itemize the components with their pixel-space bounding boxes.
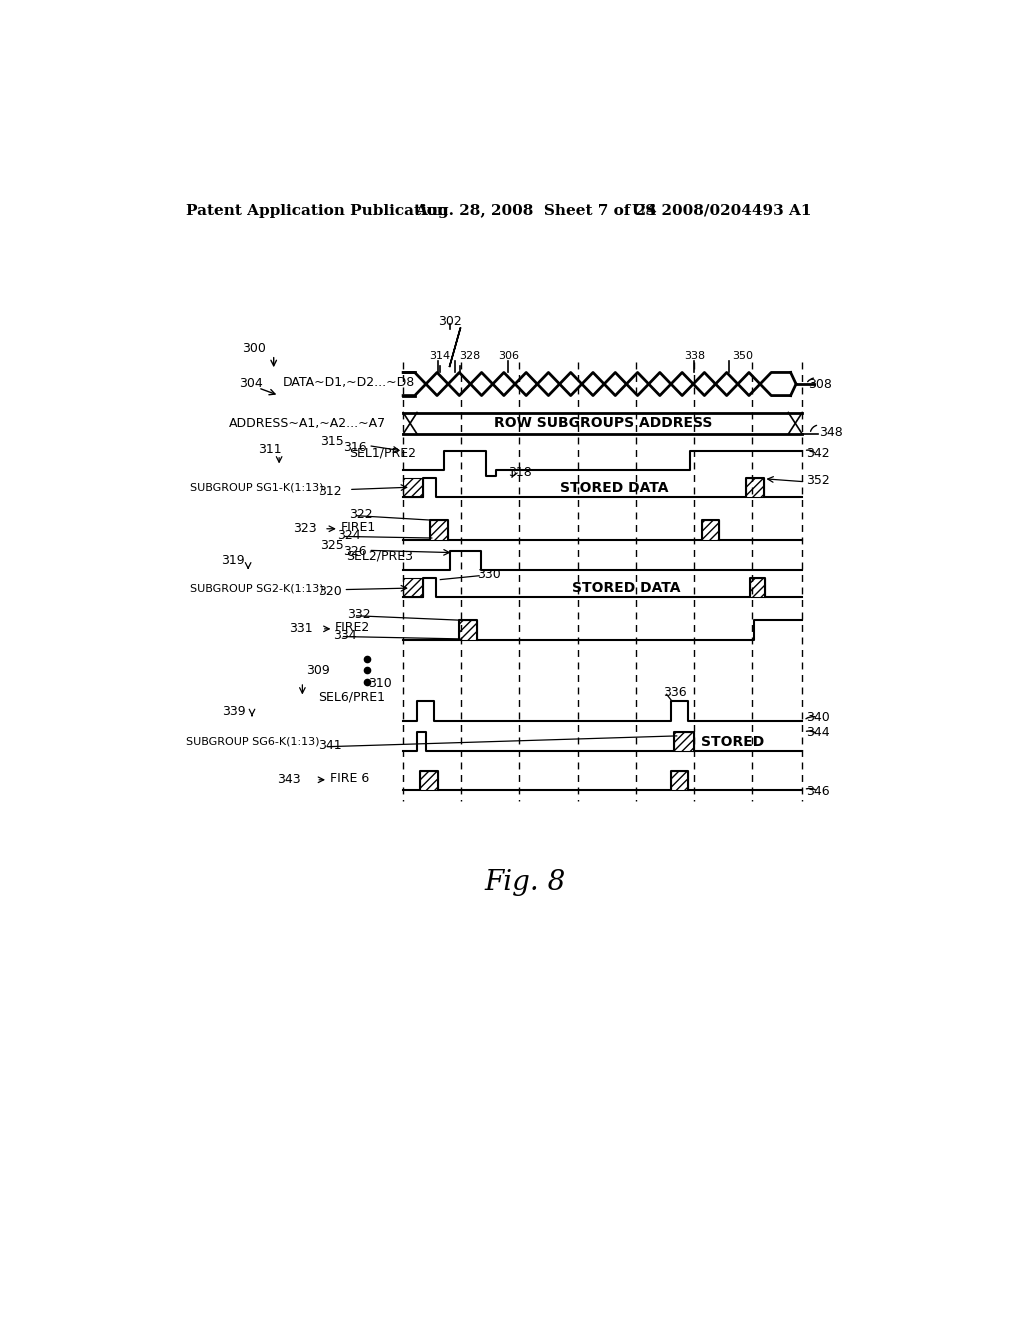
FancyArrowPatch shape: [811, 425, 816, 432]
Text: 341: 341: [317, 739, 341, 751]
FancyArrowPatch shape: [808, 378, 813, 381]
Text: SUBGROUP SG2-K(1:13): SUBGROUP SG2-K(1:13): [190, 583, 324, 593]
Text: STORED DATA: STORED DATA: [560, 480, 669, 495]
Text: FIRE2: FIRE2: [335, 620, 370, 634]
Text: 336: 336: [663, 685, 686, 698]
Text: 334: 334: [334, 630, 357, 643]
Text: SEL6/PRE1: SEL6/PRE1: [317, 690, 385, 704]
Text: 319: 319: [221, 554, 245, 566]
Text: 312: 312: [317, 484, 341, 498]
Text: US 2008/0204493 A1: US 2008/0204493 A1: [632, 203, 811, 218]
Bar: [420, 771, 438, 789]
Text: Fig. 8: Fig. 8: [484, 869, 565, 896]
Text: STORED: STORED: [701, 735, 765, 748]
Bar: [701, 520, 719, 540]
Text: SUBGROUP SG1-K(1:13): SUBGROUP SG1-K(1:13): [190, 482, 324, 492]
Text: STORED DATA: STORED DATA: [571, 581, 680, 595]
Text: 339: 339: [222, 705, 246, 718]
Bar: [403, 478, 423, 498]
Text: 315: 315: [321, 436, 344, 449]
Text: 316: 316: [343, 441, 367, 454]
Text: 331: 331: [289, 622, 312, 635]
Text: 343: 343: [278, 772, 301, 785]
Text: DATA~D1,~D2...~D8: DATA~D1,~D2...~D8: [283, 376, 416, 389]
Bar: [745, 478, 764, 498]
Text: 320: 320: [317, 585, 342, 598]
Text: 323: 323: [293, 521, 316, 535]
Text: FIRE 6: FIRE 6: [330, 772, 369, 785]
Bar: [671, 771, 687, 789]
Text: 328: 328: [459, 351, 480, 360]
Text: 309: 309: [306, 664, 330, 677]
Text: Aug. 28, 2008  Sheet 7 of 24: Aug. 28, 2008 Sheet 7 of 24: [415, 203, 656, 218]
Text: 330: 330: [477, 568, 501, 581]
Text: 324: 324: [337, 529, 360, 543]
Text: 340: 340: [806, 711, 829, 723]
Text: SEL2/PRE3: SEL2/PRE3: [346, 550, 414, 564]
Bar: [750, 578, 765, 598]
Text: 342: 342: [806, 446, 829, 459]
FancyArrowPatch shape: [807, 731, 815, 733]
Text: 326: 326: [343, 545, 367, 558]
Text: SUBGROUP SG6-K(1:13): SUBGROUP SG6-K(1:13): [186, 737, 319, 746]
Text: SEL1/PRE2: SEL1/PRE2: [349, 446, 416, 459]
Text: 344: 344: [806, 726, 829, 739]
Bar: [459, 620, 477, 640]
Text: FIRE1: FIRE1: [340, 520, 376, 533]
FancyArrowPatch shape: [807, 450, 814, 453]
Bar: [675, 733, 693, 751]
Text: 348: 348: [819, 426, 843, 440]
Bar: [403, 578, 423, 598]
Text: 308: 308: [809, 378, 833, 391]
Text: 325: 325: [321, 539, 344, 552]
Text: 318: 318: [508, 466, 531, 479]
Text: Patent Application Publication: Patent Application Publication: [186, 203, 449, 218]
Text: ROW SUBGROUPS ADDRESS: ROW SUBGROUPS ADDRESS: [494, 416, 712, 430]
Text: 346: 346: [806, 785, 829, 797]
Text: 352: 352: [806, 474, 829, 487]
Text: 304: 304: [239, 376, 262, 389]
Text: 314: 314: [429, 351, 450, 360]
Text: 302: 302: [437, 315, 462, 329]
FancyArrowPatch shape: [806, 717, 815, 719]
Text: ADDRESS~A1,~A2...~A7: ADDRESS~A1,~A2...~A7: [228, 417, 386, 430]
Text: 300: 300: [242, 342, 266, 355]
Text: 322: 322: [349, 508, 373, 520]
Text: 338: 338: [684, 351, 706, 360]
Text: 311: 311: [258, 444, 282, 455]
Text: 332: 332: [347, 607, 371, 620]
Text: 310: 310: [369, 677, 392, 690]
Bar: [430, 520, 449, 540]
Text: 306: 306: [499, 351, 519, 360]
FancyArrowPatch shape: [807, 788, 815, 789]
Text: 350: 350: [732, 351, 754, 360]
